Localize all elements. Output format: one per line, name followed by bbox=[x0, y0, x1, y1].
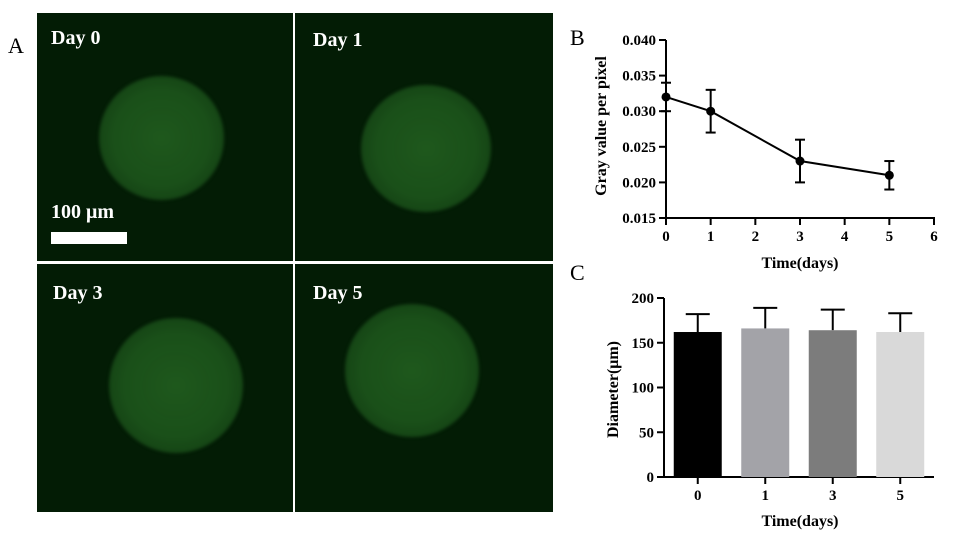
y-tick-label: 100 bbox=[632, 381, 655, 397]
micrograph-day-label: Day 5 bbox=[313, 282, 363, 304]
series-line bbox=[665, 96, 890, 177]
y-axis-label: Gray value per pixel bbox=[593, 56, 610, 196]
y-tick-label: 0.020 bbox=[622, 175, 656, 191]
y-tick-label: 0.015 bbox=[622, 211, 656, 227]
x-tick-label: 0 bbox=[662, 229, 670, 245]
x-tick-label: 3 bbox=[829, 488, 837, 504]
bar-5 bbox=[876, 332, 925, 477]
scale-bar bbox=[51, 232, 127, 244]
y-axis-label: Diameter(μm) bbox=[605, 341, 622, 438]
bar-3 bbox=[808, 330, 857, 477]
y-tick-label: 0.025 bbox=[622, 140, 656, 156]
y-tick-label: 150 bbox=[632, 336, 655, 352]
microsphere bbox=[361, 85, 491, 212]
micrograph-day-5: Day 5 bbox=[295, 264, 553, 512]
y-tick-label: 0.040 bbox=[622, 33, 656, 49]
x-tick-label: 5 bbox=[897, 488, 905, 504]
micrograph-day-label: Day 1 bbox=[313, 29, 363, 51]
panel-letter-a: A bbox=[8, 33, 24, 58]
y-tick-label: 200 bbox=[632, 291, 655, 307]
data-point bbox=[706, 106, 716, 116]
x-tick-label: 2 bbox=[752, 229, 760, 245]
micrograph-day-label: Day 3 bbox=[53, 282, 103, 304]
scale-bar-label: 100 μm bbox=[51, 201, 114, 223]
bar-0 bbox=[673, 332, 722, 477]
x-tick-label: 4 bbox=[841, 229, 849, 245]
x-tick-label: 0 bbox=[694, 488, 702, 504]
micrograph-day-label: Day 0 bbox=[51, 27, 101, 49]
x-axis-label: Time(days) bbox=[761, 513, 838, 530]
data-point bbox=[795, 156, 805, 166]
x-axis-label: Time(days) bbox=[761, 255, 838, 272]
y-tick-label: 50 bbox=[639, 425, 654, 441]
micrograph-day-0: Day 0 100 μm bbox=[37, 13, 293, 261]
microsphere bbox=[345, 304, 479, 437]
x-tick-label: 5 bbox=[886, 229, 894, 245]
x-tick-label: 1 bbox=[707, 229, 715, 245]
x-tick-label: 3 bbox=[796, 229, 804, 245]
x-tick-label: 6 bbox=[930, 229, 938, 245]
micrograph-day-1: Day 1 bbox=[295, 13, 553, 261]
x-tick-label: 1 bbox=[762, 488, 770, 504]
y-tick-label: 0.035 bbox=[622, 69, 656, 85]
panel-letter-b: B bbox=[570, 25, 585, 50]
bar-1 bbox=[741, 328, 790, 477]
y-tick-label: 0.030 bbox=[622, 104, 656, 120]
y-tick-label: 0 bbox=[647, 470, 655, 486]
data-point bbox=[661, 92, 671, 102]
microsphere bbox=[99, 76, 224, 200]
microsphere bbox=[109, 318, 243, 453]
data-point bbox=[884, 170, 894, 180]
panel-letter-c: C bbox=[570, 260, 585, 285]
micrograph-day-3: Day 3 bbox=[37, 264, 293, 512]
